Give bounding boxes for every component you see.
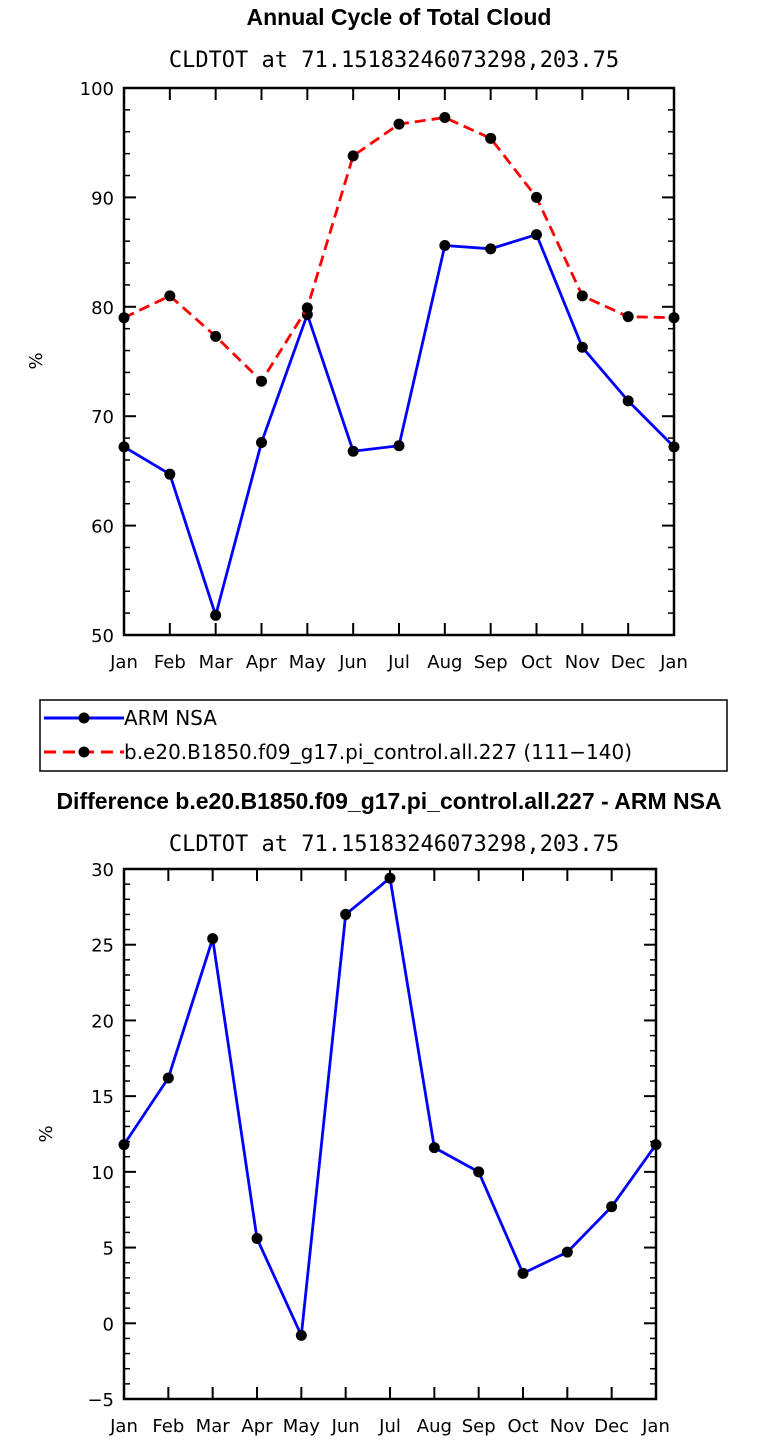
chart1-xtick-label: Dec bbox=[611, 652, 646, 673]
chart1-xtick-label: Oct bbox=[521, 652, 552, 673]
chart2-series-0-point bbox=[473, 1166, 485, 1178]
chart2-series-0-point bbox=[162, 1072, 174, 1084]
chart1-xtick-label: Feb bbox=[154, 652, 186, 673]
chart1-series-1-point bbox=[393, 118, 405, 130]
chart2-series-0-point bbox=[650, 1139, 662, 1151]
chart2-ytick-label: 30 bbox=[91, 860, 114, 881]
chart2-xtick-label: Dec bbox=[594, 1416, 629, 1437]
chart1-series-1-point bbox=[576, 290, 588, 302]
chart1-xtick-label: Jun bbox=[338, 652, 367, 673]
chart1-ylabel: % bbox=[26, 352, 47, 369]
chart1-series-0-point bbox=[668, 441, 680, 453]
chart1-xtick-label: Sep bbox=[474, 652, 508, 673]
legend-marker-model bbox=[78, 746, 90, 758]
chart1-plot: 50 60 70 80 90 100 Jan Feb Mar Apr May Jun Jul Aug Sep… bbox=[80, 79, 688, 673]
chart2-xtick-label: Mar bbox=[196, 1416, 231, 1437]
chart2-xtick-label: Jan bbox=[641, 1416, 670, 1437]
chart1-xtick-label: Apr bbox=[246, 652, 278, 673]
chart2-series-0-point bbox=[340, 908, 352, 920]
chart2-plot: −5 0 5 10 15 20 25 30 Jan Feb Mar Apr May Jun Jul Aug Se… bbox=[87, 860, 669, 1437]
chart1-legend: ARM NSA b.e20.B1850.f09_g17.pi_control.a… bbox=[39, 699, 728, 772]
chart2-xtick-label: Sep bbox=[462, 1416, 496, 1437]
chart2-series-0-point bbox=[561, 1246, 573, 1258]
chart1-ytick-label: 70 bbox=[91, 407, 114, 428]
chart1-ytick-label: 50 bbox=[91, 626, 114, 647]
chart2-ytick-label: 5 bbox=[103, 1239, 114, 1260]
chart2-ytick-label: −5 bbox=[87, 1390, 114, 1411]
chart1-series-1-point bbox=[622, 311, 634, 323]
legend-label-model: b.e20.B1850.f09_g17.pi_control.all.227 (… bbox=[124, 740, 632, 764]
legend-box bbox=[39, 699, 728, 772]
chart1-series-1-point bbox=[347, 150, 359, 162]
chart1-xtick-label: Jul bbox=[387, 652, 410, 673]
chart1-series-0-point bbox=[256, 436, 267, 448]
chart2-series-0-point bbox=[517, 1267, 529, 1279]
chart2-series-0-point bbox=[295, 1329, 307, 1341]
chart1-xtick-label: Aug bbox=[427, 652, 462, 673]
chart1-series-0-point bbox=[531, 229, 542, 241]
chart2-series-0-point bbox=[118, 1139, 130, 1151]
chart1-series-line-1 bbox=[123, 116, 675, 383]
chart2-xtick-label: Nov bbox=[550, 1416, 585, 1437]
chart2-series-0-point bbox=[207, 933, 219, 945]
chart2-frame bbox=[122, 867, 658, 1401]
chart1-xtick-label: Nov bbox=[565, 652, 600, 673]
chart2-xtick-label: Jun bbox=[331, 1416, 360, 1437]
chart1-series-1-point bbox=[439, 112, 451, 124]
chart1-series-1-point bbox=[668, 312, 680, 324]
chart2-series-0-point bbox=[428, 1142, 440, 1154]
chart1-series-line-0 bbox=[123, 233, 675, 617]
chart1-subtitle: CLDTOT at 71.15183246073298,203.75 bbox=[169, 48, 619, 73]
chart2-title: Difference b.e20.B1850.f09_g17.pi_contro… bbox=[56, 788, 721, 814]
chart1-series-0-point bbox=[393, 440, 405, 452]
chart2-series-line-0 bbox=[122, 876, 658, 1337]
chart1-ytick-label: 80 bbox=[91, 298, 114, 319]
chart1-series-0-point bbox=[485, 243, 497, 255]
chart2-ytick-label: 0 bbox=[103, 1314, 114, 1335]
chart1-ytick-label: 60 bbox=[91, 517, 114, 538]
chart2-series-0-point bbox=[251, 1232, 263, 1244]
chart2-xtick-label: Jul bbox=[378, 1416, 401, 1437]
chart1-series-0-point bbox=[439, 240, 451, 252]
chart2-ytick-label: 25 bbox=[91, 936, 114, 957]
chart2-series-0-point bbox=[606, 1201, 618, 1213]
chart1-series-1-point bbox=[256, 375, 267, 387]
chart2-series-0-point bbox=[384, 872, 396, 884]
chart2-xtick-label: Aug bbox=[417, 1416, 452, 1437]
chart1-ytick-label: 90 bbox=[91, 188, 114, 209]
chart1-xtick-label: Mar bbox=[199, 652, 234, 673]
chart1-series-0-point bbox=[347, 445, 359, 457]
chart2-ytick-label: 15 bbox=[91, 1087, 114, 1108]
chart1-series-1-point bbox=[164, 290, 176, 302]
chart2-xtick-label: Oct bbox=[507, 1416, 538, 1437]
chart1-title: Annual Cycle of Total Cloud bbox=[247, 4, 552, 30]
chart2-ytick-label: 20 bbox=[91, 1011, 114, 1032]
chart2-ylabel: % bbox=[36, 1125, 57, 1142]
legend-marker-arm bbox=[78, 712, 90, 724]
chart1-series-1-point bbox=[301, 302, 313, 314]
chart1-series-1-point bbox=[118, 312, 130, 324]
chart1-xtick-label: Jan bbox=[109, 652, 138, 673]
chart2-ytick-label: 10 bbox=[91, 1163, 114, 1184]
chart1-series-0-point bbox=[118, 441, 130, 453]
chart1-series-1-point bbox=[210, 330, 222, 342]
chart2-xtick-label: Jan bbox=[109, 1416, 138, 1437]
chart1-series-1-point bbox=[485, 132, 497, 144]
chart1-ytick-label: 100 bbox=[80, 79, 114, 100]
legend-label-arm: ARM NSA bbox=[124, 706, 217, 730]
chart2-xtick-label: May bbox=[283, 1416, 321, 1437]
chart1-frame bbox=[122, 86, 676, 637]
chart2-subtitle: CLDTOT at 71.15183246073298,203.75 bbox=[169, 832, 619, 857]
chart1-series-1-point bbox=[531, 191, 542, 203]
chart1-series-0-point bbox=[164, 468, 176, 480]
chart2-xtick-label: Apr bbox=[241, 1416, 273, 1437]
chart1-series-0-point bbox=[622, 395, 634, 407]
chart1-xtick-label: Jan bbox=[659, 652, 688, 673]
chart2-xtick-label: Feb bbox=[152, 1416, 184, 1437]
chart1-xtick-label: May bbox=[289, 652, 327, 673]
chart1-series-0-point bbox=[210, 609, 222, 621]
chart1-series-0-point bbox=[576, 341, 588, 353]
